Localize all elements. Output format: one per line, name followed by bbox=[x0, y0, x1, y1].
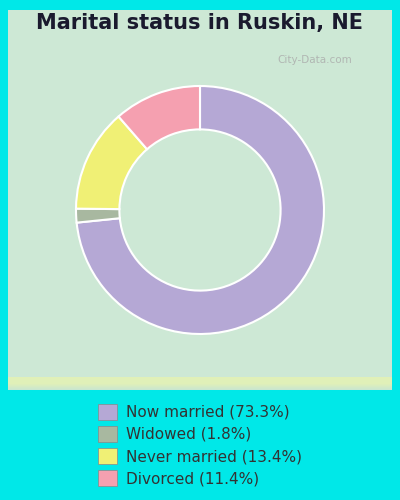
Bar bbox=[8, 384, 392, 390]
Bar bbox=[8, 382, 392, 388]
Bar bbox=[8, 378, 392, 384]
Bar bbox=[8, 380, 392, 386]
Bar bbox=[8, 381, 392, 388]
Bar bbox=[8, 378, 392, 384]
Bar bbox=[8, 384, 392, 390]
Bar bbox=[8, 381, 392, 387]
Bar bbox=[8, 382, 392, 388]
Bar bbox=[8, 381, 392, 388]
Bar bbox=[8, 379, 392, 385]
Bar bbox=[8, 384, 392, 390]
Bar bbox=[8, 384, 392, 390]
Bar bbox=[8, 382, 392, 389]
Bar bbox=[8, 378, 392, 384]
Bar bbox=[8, 382, 392, 389]
Bar bbox=[8, 383, 392, 390]
Bar bbox=[8, 382, 392, 389]
Bar bbox=[8, 378, 392, 384]
Text: City-Data.com: City-Data.com bbox=[277, 55, 352, 65]
Bar bbox=[8, 380, 392, 387]
Bar bbox=[8, 382, 392, 388]
Bar bbox=[8, 380, 392, 386]
Bar bbox=[8, 382, 392, 388]
Bar bbox=[8, 378, 392, 384]
Bar bbox=[8, 380, 392, 386]
Bar bbox=[8, 382, 392, 388]
Bar bbox=[8, 382, 392, 388]
Bar bbox=[8, 380, 392, 386]
Bar bbox=[8, 382, 392, 388]
Legend: Now married (73.3%), Widowed (1.8%), Never married (13.4%), Divorced (11.4%): Now married (73.3%), Widowed (1.8%), Nev… bbox=[98, 404, 302, 486]
Bar bbox=[8, 383, 392, 390]
Wedge shape bbox=[77, 86, 324, 334]
Bar bbox=[8, 378, 392, 384]
Wedge shape bbox=[76, 208, 120, 222]
Bar bbox=[8, 380, 392, 386]
Bar bbox=[8, 381, 392, 388]
Bar bbox=[8, 378, 392, 384]
Wedge shape bbox=[118, 86, 200, 149]
Bar bbox=[8, 378, 392, 385]
Bar bbox=[8, 382, 392, 388]
Bar bbox=[8, 383, 392, 389]
Bar bbox=[8, 383, 392, 390]
Bar bbox=[8, 382, 392, 388]
Bar bbox=[8, 379, 392, 386]
Bar bbox=[8, 379, 392, 386]
Bar bbox=[8, 382, 392, 388]
Bar bbox=[8, 378, 392, 385]
Bar bbox=[8, 380, 392, 387]
Bar bbox=[8, 380, 392, 386]
Bar bbox=[8, 379, 392, 386]
Bar bbox=[8, 380, 392, 387]
Bar bbox=[8, 381, 392, 388]
Bar bbox=[8, 380, 392, 386]
FancyBboxPatch shape bbox=[8, 10, 392, 390]
Bar bbox=[8, 378, 392, 385]
Bar bbox=[8, 382, 392, 388]
Bar bbox=[8, 380, 392, 386]
Bar bbox=[8, 380, 392, 386]
Bar bbox=[8, 383, 392, 390]
Bar bbox=[8, 378, 392, 384]
Bar bbox=[8, 378, 392, 384]
Wedge shape bbox=[76, 116, 147, 209]
Text: Marital status in Ruskin, NE: Marital status in Ruskin, NE bbox=[36, 12, 364, 32]
Bar bbox=[8, 379, 392, 385]
Bar bbox=[8, 380, 392, 386]
Bar bbox=[8, 380, 392, 386]
Bar bbox=[8, 378, 392, 384]
